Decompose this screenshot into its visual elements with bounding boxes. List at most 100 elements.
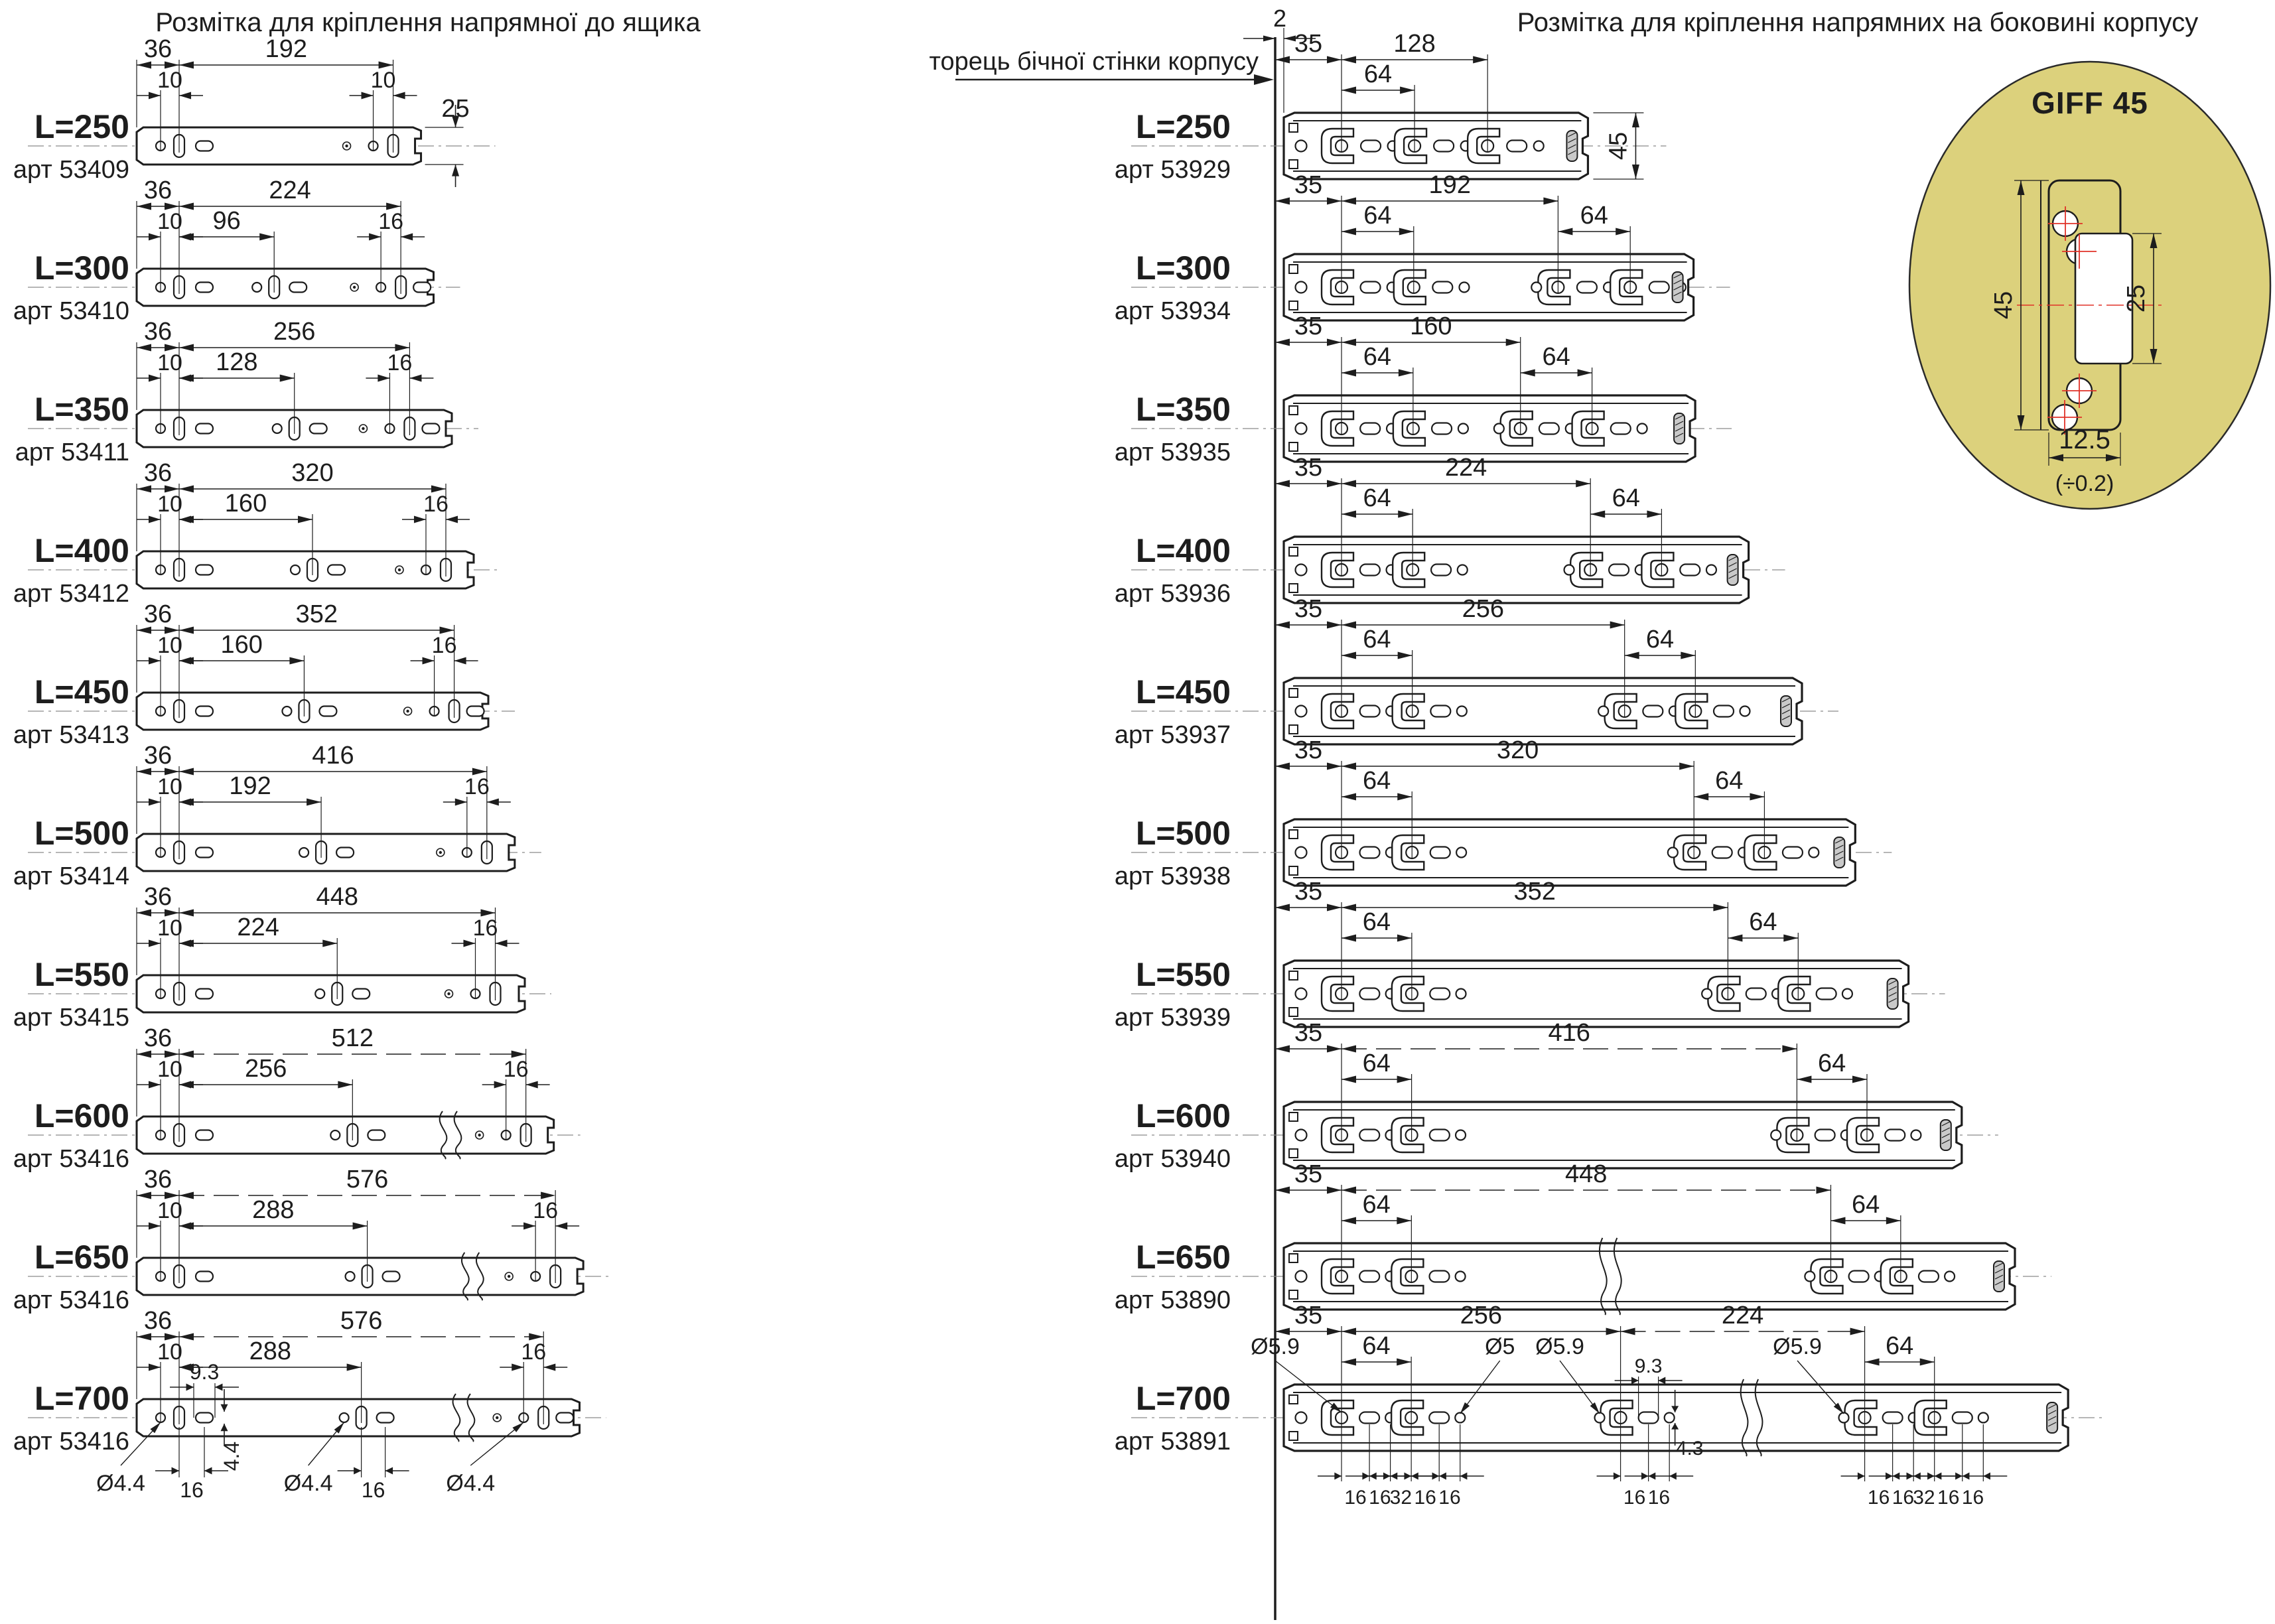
wall-gap-dim: 2 <box>1273 5 1286 32</box>
dim-text: 576 <box>346 1166 388 1193</box>
dim-text: 352 <box>1513 878 1555 906</box>
row-label: L=300 <box>34 249 129 287</box>
row-art: арт 53936 <box>1115 580 1231 608</box>
row-label: L=550 <box>1136 956 1231 993</box>
dim-text: 35 <box>1294 595 1322 623</box>
dim-text: 192 <box>265 35 307 63</box>
row-label: L=700 <box>34 1380 129 1417</box>
dim-text: 64 <box>1818 1049 1846 1077</box>
dim-text: 160 <box>221 631 263 659</box>
dim-text: 224 <box>237 914 279 941</box>
dim-text: 16 <box>1369 1487 1391 1509</box>
dim-text: 45 <box>1990 291 2018 319</box>
dim-text: 96 <box>212 207 240 235</box>
dim-text: 192 <box>1428 171 1470 199</box>
row-art: арт 53937 <box>1115 721 1231 749</box>
dim-text: 512 <box>332 1024 374 1052</box>
dim-text: 416 <box>1548 1019 1590 1047</box>
dim-text: 16 <box>521 1339 546 1365</box>
row-art: арт 53890 <box>1115 1286 1231 1314</box>
dim-text: 64 <box>1612 484 1640 512</box>
row-label: L=700 <box>1136 1380 1231 1417</box>
dim-text: 16 <box>473 915 498 941</box>
dim-text: 16 <box>1892 1487 1914 1509</box>
dim-text: 36 <box>144 1307 172 1335</box>
dim-text: 16 <box>387 350 413 375</box>
dim-text: 320 <box>1497 736 1539 764</box>
row-label: L=250 <box>34 108 129 145</box>
dim-text: 16 <box>504 1057 529 1082</box>
dim-text: 10 <box>157 492 182 517</box>
dim-text: 10 <box>371 68 396 93</box>
dim-text: 35 <box>1294 454 1322 482</box>
dim-text: 16 <box>1438 1487 1460 1509</box>
dim-text: 16 <box>1868 1487 1890 1509</box>
dim-text: Ø4.4 <box>96 1471 145 1496</box>
dim-text: 64 <box>1363 202 1391 230</box>
dim-text: 35 <box>1294 878 1322 906</box>
dim-text: 9.3 <box>190 1360 219 1384</box>
dim-text: 128 <box>1393 30 1435 58</box>
row-label: L=500 <box>1136 815 1231 852</box>
row-art: арт 53409 <box>13 156 129 184</box>
dim-text: 35 <box>1294 30 1322 58</box>
dim-text: 35 <box>1294 1160 1322 1188</box>
dim-text: 64 <box>1543 343 1570 371</box>
row-art: арт 53929 <box>1115 156 1231 184</box>
dim-text: 224 <box>269 176 310 204</box>
row-art: арт 53934 <box>1115 297 1231 325</box>
row-art: арт 53416 <box>13 1428 129 1455</box>
dim-text: 4.3 <box>1676 1438 1704 1459</box>
dim-text: 16 <box>362 1478 385 1502</box>
dim-text: 160 <box>1410 312 1452 340</box>
dim-text: 36 <box>144 742 172 770</box>
dim-text: 16 <box>423 492 448 517</box>
row-art: арт 53940 <box>1115 1145 1231 1173</box>
dim-text: 36 <box>144 1024 172 1052</box>
dim-text: 25 <box>441 95 469 123</box>
dim-text: 36 <box>144 1166 172 1193</box>
dim-text: 256 <box>273 318 315 346</box>
dim-text: 64 <box>1886 1332 1913 1360</box>
left-column-title: Розмітка для кріплення напрямної до ящик… <box>155 8 701 37</box>
dim-text: 64 <box>1363 343 1391 371</box>
row-label: L=450 <box>34 673 129 710</box>
dim-text: 64 <box>1363 1191 1391 1219</box>
dim-text: 10 <box>157 915 182 941</box>
dim-text: 352 <box>296 600 338 628</box>
dim-text: Ø5 <box>1485 1334 1515 1359</box>
dim-text: 16 <box>378 209 403 234</box>
dim-text: 16 <box>1414 1487 1436 1509</box>
row-label: L=450 <box>1136 673 1231 710</box>
dim-text: 16 <box>464 774 490 799</box>
dim-text: 9.3 <box>1635 1355 1663 1377</box>
dim-text: 45 <box>1604 132 1632 160</box>
dim-text: 36 <box>144 600 172 628</box>
wall-datum-label: торець бічної стінки корпусу <box>929 48 1259 76</box>
dim-text: 36 <box>144 176 172 204</box>
row-art: арт 53412 <box>13 580 129 608</box>
dim-text: 36 <box>144 318 172 346</box>
dim-text: 224 <box>1722 1302 1763 1329</box>
dim-text: Ø5.9 <box>1535 1334 1584 1359</box>
row-label: L=350 <box>1136 391 1231 428</box>
dim-text: 64 <box>1363 767 1391 795</box>
dim-text: 10 <box>157 1057 182 1082</box>
row-art: арт 53939 <box>1115 1004 1231 1032</box>
row-label: L=300 <box>1136 249 1231 287</box>
row-art: арт 53410 <box>13 297 129 325</box>
row-art: арт 53416 <box>13 1145 129 1173</box>
dim-text: Ø4.4 <box>446 1471 495 1496</box>
dim-text: 16 <box>1962 1487 1984 1509</box>
dim-text: 320 <box>291 459 333 487</box>
dim-text: 25 <box>2122 285 2150 312</box>
dim-text: (÷0.2) <box>2055 471 2114 496</box>
dim-text: 32 <box>1913 1487 1935 1509</box>
dim-text: 64 <box>1363 626 1391 653</box>
dim-text: 16 <box>1344 1487 1366 1509</box>
dim-text: 64 <box>1646 626 1674 653</box>
dim-text: 192 <box>229 772 271 800</box>
dim-text: 10 <box>157 209 182 234</box>
